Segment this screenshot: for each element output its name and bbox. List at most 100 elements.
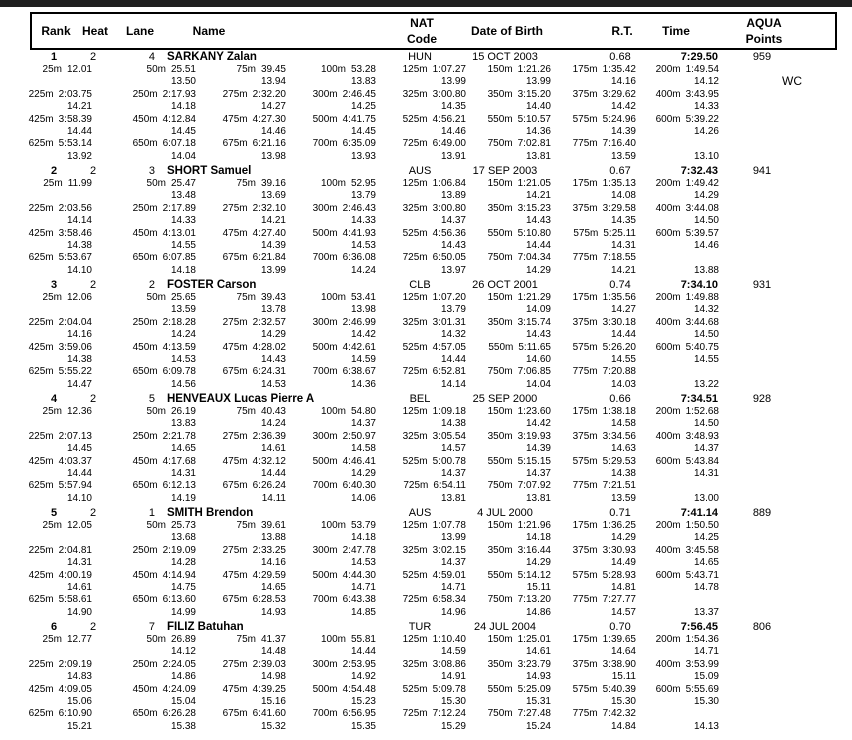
- split-cell: 700m 6:40.30: [286, 480, 376, 492]
- split-cell: 250m 2:17.93: [92, 89, 196, 101]
- split-distance: 625m: [28, 708, 54, 720]
- split-distance: 400m: [655, 658, 681, 670]
- swimmer-block: 6 2 7 FILIZ Batuhan TUR 24 JUL 2004 0.70 7:56.4…: [0, 620, 852, 734]
- split-time: 4:13.01: [162, 227, 196, 239]
- split-time: 4:44.30: [342, 569, 376, 581]
- split-distance: 750m: [487, 594, 513, 606]
- split-distance: 350m: [487, 88, 513, 100]
- lap-time: 14.25: [350, 101, 376, 113]
- lap-time: 13.93: [350, 150, 376, 162]
- split-time: 4:29.59: [252, 569, 286, 581]
- lap-times-line: 14.16 14.24 14.29 14.42 14.32 14.43 14.44 14.50: [0, 329, 852, 341]
- split-time: 7:18.55: [602, 252, 636, 264]
- split-distance: 325m: [402, 202, 428, 214]
- split-distance: 675m: [222, 708, 248, 720]
- split-cell: 250m 2:24.05: [92, 659, 196, 671]
- final-time: 7:56.45: [680, 621, 718, 633]
- split-time: 4:56.36: [432, 227, 466, 239]
- split-distance: 525m: [402, 569, 428, 581]
- split-distance: 450m: [132, 683, 158, 695]
- split-time: 3:30.18: [602, 316, 636, 328]
- aqua-points: 806: [752, 621, 772, 633]
- split-time: 3:44.68: [685, 316, 719, 328]
- lap-time: 13.81: [440, 492, 466, 504]
- split-time: 1:35.56: [602, 292, 636, 303]
- split-distance: 700m: [312, 366, 338, 378]
- lap-time: 13.99: [440, 76, 466, 88]
- split-cell: 425m 3:59.06: [0, 342, 92, 354]
- split-time: 6:36.08: [342, 252, 376, 264]
- swimmer-name: FOSTER Carson: [167, 279, 257, 291]
- split-distance: 450m: [132, 227, 158, 239]
- split-time: 4:54.48: [342, 683, 376, 695]
- split-cell: 600m 5:43.71: [636, 570, 719, 582]
- lap-time: 14.39: [525, 443, 551, 455]
- lap-time: 14.12: [693, 76, 719, 88]
- split-distance: 250m: [132, 202, 158, 214]
- lap-time: 14.71: [440, 581, 466, 593]
- split-cell: [636, 480, 719, 492]
- rank-value: 3: [50, 279, 58, 291]
- split-distance: 525m: [402, 455, 428, 467]
- lap-time: 13.79: [440, 304, 466, 316]
- split-distance: 425m: [28, 341, 54, 353]
- split-time: 2:09.19: [58, 658, 92, 670]
- lap-time: 14.18: [350, 532, 376, 544]
- nat-code: CLB: [409, 279, 431, 291]
- split-cell: 50m 25.47: [92, 178, 196, 190]
- split-distance: 425m: [28, 227, 54, 239]
- split-time: 3:29.62: [602, 88, 636, 100]
- split-cell: 50m 26.19: [92, 406, 196, 418]
- split-distance: 75m: [236, 292, 256, 303]
- split-cell: 400m 3:44.08: [636, 203, 719, 215]
- split-time: 1:49.54: [685, 64, 719, 75]
- lap-time: 15.30: [693, 695, 719, 707]
- split-cell: 225m 2:03.75: [0, 89, 92, 101]
- split-cell: 600m 5:39.57: [636, 228, 719, 240]
- split-distance: 25m: [42, 292, 62, 303]
- lap-time: 13.81: [525, 492, 551, 504]
- lap-time: 13.92: [66, 150, 92, 162]
- split-distance: 250m: [132, 88, 158, 100]
- split-distance: 350m: [487, 658, 513, 670]
- lap-time: 14.46: [440, 125, 466, 137]
- lap-times-line: 14.38 14.55 14.39 14.53 14.43 14.44 14.31 14.46: [0, 240, 852, 252]
- split-distance: 350m: [487, 430, 513, 442]
- split-distance: 675m: [222, 252, 248, 264]
- split-distance: 225m: [28, 88, 54, 100]
- split-distance: 600m: [655, 113, 681, 125]
- split-cell: 150m 1:21.26: [466, 64, 551, 76]
- split-cell: 350m 3:19.93: [466, 431, 551, 443]
- split-distance: 75m: [236, 406, 256, 417]
- split-time: 3:34.56: [602, 430, 636, 442]
- split-cell: 250m 2:21.78: [92, 431, 196, 443]
- split-cell: 250m 2:18.28: [92, 317, 196, 329]
- split-time: 4:59.01: [432, 569, 466, 581]
- lap-time: 15.24: [525, 720, 551, 732]
- split-cell: 625m 5:58.61: [0, 594, 92, 606]
- split-cell: 200m 1:52.68: [636, 406, 719, 418]
- split-distance: 125m: [402, 634, 428, 645]
- split-cell: 500m 4:41.93: [286, 228, 376, 240]
- split-time: 5:25.09: [517, 683, 551, 695]
- split-time: 1:50.50: [685, 520, 719, 531]
- split-distance: 150m: [487, 178, 513, 189]
- lap-time: 14.71: [350, 581, 376, 593]
- split-cell: 400m 3:43.95: [636, 89, 719, 101]
- split-distance: 350m: [487, 544, 513, 556]
- lap-time: 14.29: [525, 264, 551, 276]
- split-times-line: 25m 12.01 50m 25.51 75m 39.45 100m 53.28 125m 1:0…: [0, 64, 852, 76]
- split-time: 12.01: [66, 64, 92, 75]
- split-cell: 325m 3:00.80: [376, 89, 466, 101]
- split-time: 7:06.85: [517, 366, 551, 378]
- split-distance: 500m: [312, 113, 338, 125]
- split-distance: 175m: [572, 520, 598, 531]
- aqua-points: 959: [752, 51, 772, 63]
- lap-time: 14.37: [350, 418, 376, 430]
- split-distance: 200m: [655, 178, 681, 189]
- split-cell: [636, 366, 719, 378]
- split-time: 5:43.71: [685, 569, 719, 581]
- split-time: 3:48.93: [685, 430, 719, 442]
- split-time: 5:09.78: [432, 683, 466, 695]
- split-cell: 125m 1:07.27: [376, 64, 466, 76]
